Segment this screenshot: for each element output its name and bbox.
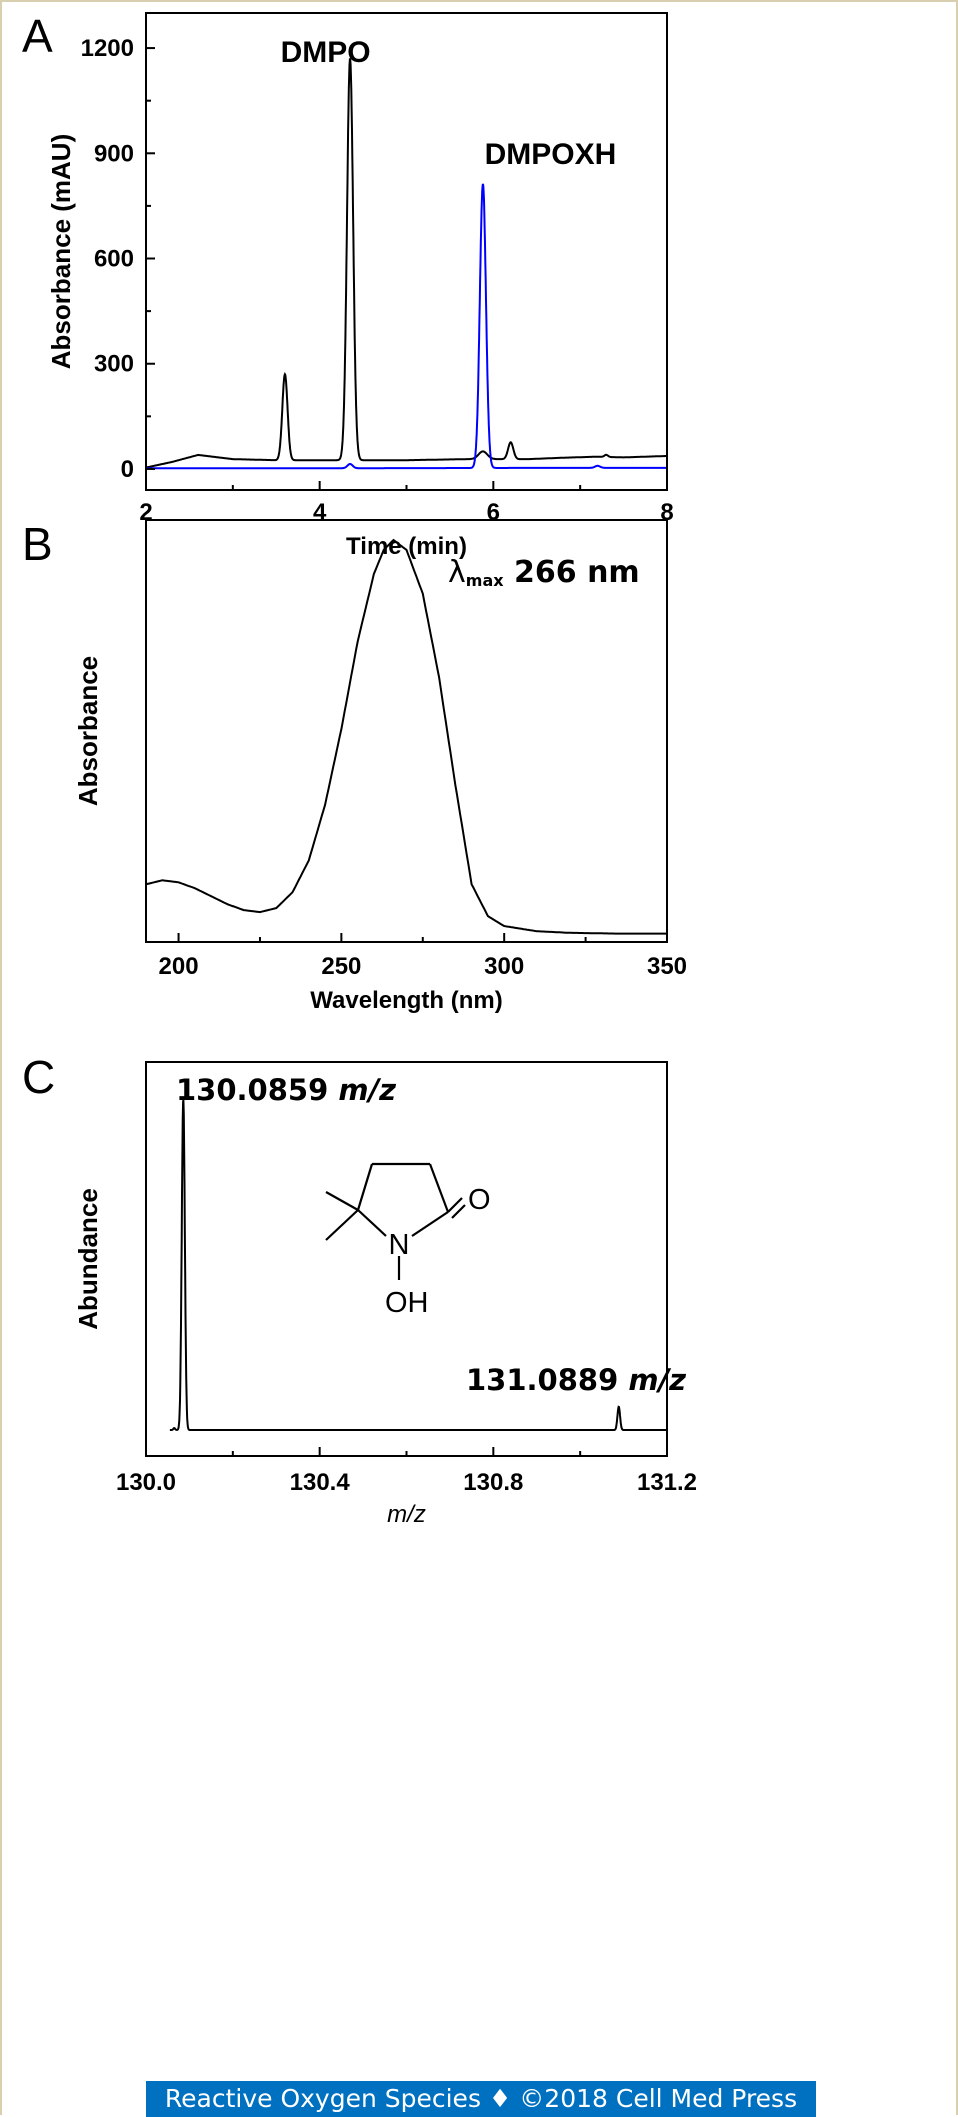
lambda-value: 266 nm: [504, 555, 640, 590]
panel-b-xtick-label: 350: [647, 953, 687, 980]
panel-a-annotation-1: DMPOXH: [485, 138, 617, 171]
panel-a-xtick-label: 6: [487, 499, 500, 526]
panel-a-ytick-label: 600: [94, 246, 134, 273]
panel-a-ytick-label: 1200: [81, 35, 134, 62]
panel-a-ytick-label: 0: [121, 456, 134, 483]
panel-c-xtick-label: 130.4: [290, 1469, 351, 1496]
panel-a-trace-1: [146, 183, 667, 470]
carbonyl-bond-2: [451, 1204, 466, 1219]
panel-b-ylabel: Absorbance: [73, 656, 103, 806]
ring-bond-right: [428, 1163, 450, 1213]
panel-b-xtick-label: 250: [321, 953, 361, 980]
panel-a-xlabel: Time (min): [346, 533, 467, 560]
panel-c-xtick-label: 131.2: [637, 1469, 697, 1496]
panel-c-letter: C: [22, 1051, 55, 1103]
panel-c-peak-label-1: 131.0889 m/z: [466, 1363, 686, 1397]
panel-b-frame: [145, 519, 668, 943]
panel-c-spectrum: [169, 1099, 667, 1431]
panel-a-frame: [145, 12, 668, 491]
panel-c-xtick-label: 130.8: [463, 1469, 523, 1496]
panel-a-xtick-label: 4: [313, 499, 327, 526]
ring-bond-c5-n: [357, 1209, 387, 1237]
footer-diamond: ♦: [488, 2084, 512, 2113]
peak-unit: m/z: [338, 1073, 396, 1107]
footer-banner: Reactive Oxygen Species ♦ ©2018 Cell Med…: [146, 2081, 816, 2117]
atom-oxygen: O: [468, 1184, 491, 1216]
panel-a-annotation-0: DMPO: [281, 36, 371, 69]
methyl-bond-2: [325, 1209, 359, 1241]
footer-journal: Reactive Oxygen Species: [164, 2084, 481, 2113]
ring-bond-n-c2: [411, 1211, 449, 1237]
panel-b-spectrum: [145, 538, 667, 935]
panel-c-xtick-label: 130.0: [116, 1469, 176, 1496]
panel-c-xlabel: m/z: [387, 1501, 426, 1528]
atom-nitrogen: N: [389, 1229, 410, 1261]
lambda-symbol: λ: [448, 555, 466, 590]
panel-a-ytick-label: 900: [94, 140, 134, 167]
panel-b-letter: B: [22, 518, 53, 570]
chemical-structure: [325, 1162, 466, 1280]
footer-copyright: ©2018 Cell Med Press: [519, 2084, 798, 2113]
panel-c-ylabel: Abundance: [73, 1188, 103, 1330]
ring-bond-left: [356, 1163, 374, 1211]
panel-a-trace-0: [145, 58, 667, 469]
panel-b-lambda-annotation: λmax 266 nm: [448, 555, 640, 590]
panel-a-ylabel: Absorbance (mAU): [46, 134, 76, 369]
panel-a-ytick-label: 300: [94, 351, 134, 378]
peak-mass: 130.0859: [176, 1073, 338, 1107]
panel-b-xtick-label: 300: [484, 953, 524, 980]
methyl-bond-1: [325, 1191, 359, 1211]
panel-a-letter: A: [22, 10, 53, 62]
panel-b-xtick-label: 200: [159, 953, 199, 980]
atom-hydroxyl: OH: [385, 1287, 429, 1319]
peak-unit: m/z: [628, 1363, 686, 1397]
panel-c-peak-label-0: 130.0859 m/z: [176, 1073, 396, 1107]
panel-b-xlabel: Wavelength (nm): [310, 987, 502, 1014]
peak-mass: 131.0889: [466, 1363, 628, 1397]
carbonyl-bond-1: [447, 1197, 463, 1213]
lambda-subscript: max: [466, 571, 504, 590]
